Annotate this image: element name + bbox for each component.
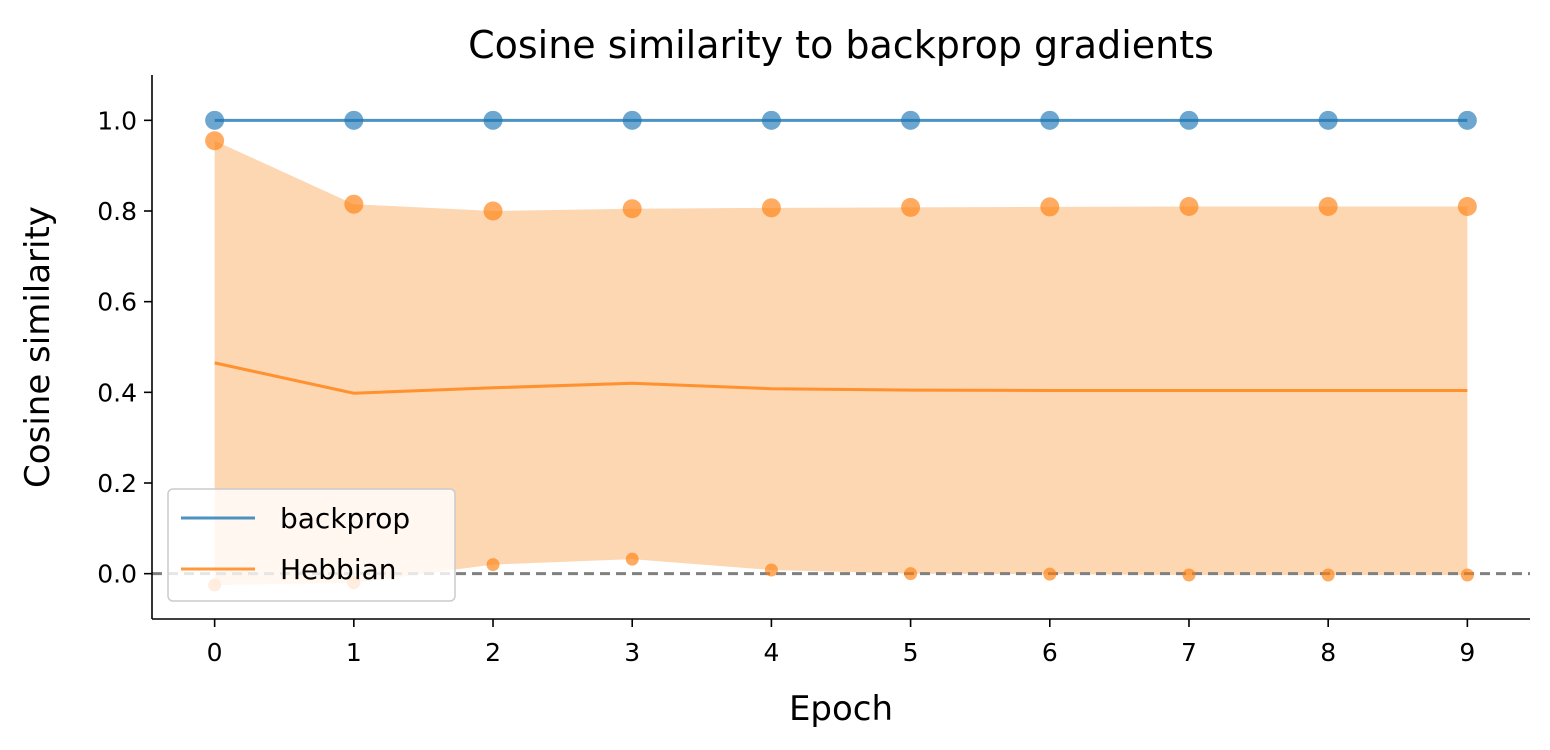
backprop-point xyxy=(483,110,503,130)
hebbian-min-point xyxy=(1460,568,1474,582)
hebbian-max-point xyxy=(901,197,921,217)
y-ticks: 0.0 0.2 0.4 0.6 0.8 1.0 xyxy=(97,106,152,589)
y-tick-label: 0.2 xyxy=(97,469,137,498)
x-ticks: 0 1 2 3 4 5 6 7 8 9 xyxy=(207,619,1475,667)
hebbian-min-point xyxy=(1043,567,1057,581)
backprop-point xyxy=(1457,110,1477,130)
y-axis-label: Cosine similarity xyxy=(18,206,58,488)
hebbian-min-point xyxy=(1321,568,1335,582)
x-tick-label: 9 xyxy=(1459,638,1475,667)
hebbian-min-point xyxy=(1182,568,1196,582)
backprop-point xyxy=(1318,110,1338,130)
y-tick-label: 1.0 xyxy=(97,106,137,135)
hebbian-min-point xyxy=(625,552,639,566)
x-axis-label: Epoch xyxy=(789,689,893,729)
hebbian-max-point xyxy=(344,194,364,214)
legend: backprop Hebbian xyxy=(167,488,456,602)
backprop-point xyxy=(761,110,781,130)
chart-title: Cosine similarity to backprop gradients xyxy=(468,23,1214,67)
hebbian-max-point xyxy=(622,199,642,219)
backprop-point xyxy=(1179,110,1199,130)
x-tick-label: 3 xyxy=(624,638,640,667)
legend-label-hebbian: Hebbian xyxy=(280,553,397,586)
hebbian-max-point xyxy=(483,201,503,221)
backprop-point xyxy=(1040,110,1060,130)
x-tick-label: 6 xyxy=(1042,638,1058,667)
hebbian-max-point xyxy=(1040,197,1060,217)
axes: 0 1 2 3 4 5 6 7 8 9 0.0 0.2 0.4 0.6 0.8 1.0 xyxy=(97,75,1530,667)
plot-area xyxy=(152,110,1530,592)
backprop-point xyxy=(344,110,364,130)
x-tick-label: 5 xyxy=(903,638,919,667)
backprop-point xyxy=(622,110,642,130)
legend-label-backprop: backprop xyxy=(280,502,410,535)
hebbian-min-point xyxy=(904,567,918,581)
x-tick-label: 1 xyxy=(346,638,362,667)
hebbian-mean-line xyxy=(214,361,1468,395)
x-tick-label: 0 xyxy=(207,638,223,667)
x-tick-label: 7 xyxy=(1181,638,1197,667)
x-tick-label: 4 xyxy=(763,638,779,667)
x-tick-label: 2 xyxy=(485,638,501,667)
hebbian-max-point xyxy=(1318,196,1338,216)
backprop-point xyxy=(901,110,921,130)
hebbian-range-band xyxy=(214,140,1468,585)
backprop-point xyxy=(205,110,225,130)
hebbian-min-point xyxy=(486,558,500,572)
hebbian-max-point xyxy=(205,131,225,151)
hebbian-max-point xyxy=(1457,196,1477,216)
hebbian-max-point xyxy=(1179,196,1199,216)
hebbian-max-point xyxy=(761,198,781,218)
y-tick-label: 0.8 xyxy=(97,197,137,226)
y-tick-label: 0.0 xyxy=(97,560,137,589)
y-tick-label: 0.4 xyxy=(97,378,137,407)
hebbian-min-point xyxy=(764,563,778,577)
x-tick-label: 8 xyxy=(1320,638,1336,667)
y-tick-label: 0.6 xyxy=(97,288,137,317)
